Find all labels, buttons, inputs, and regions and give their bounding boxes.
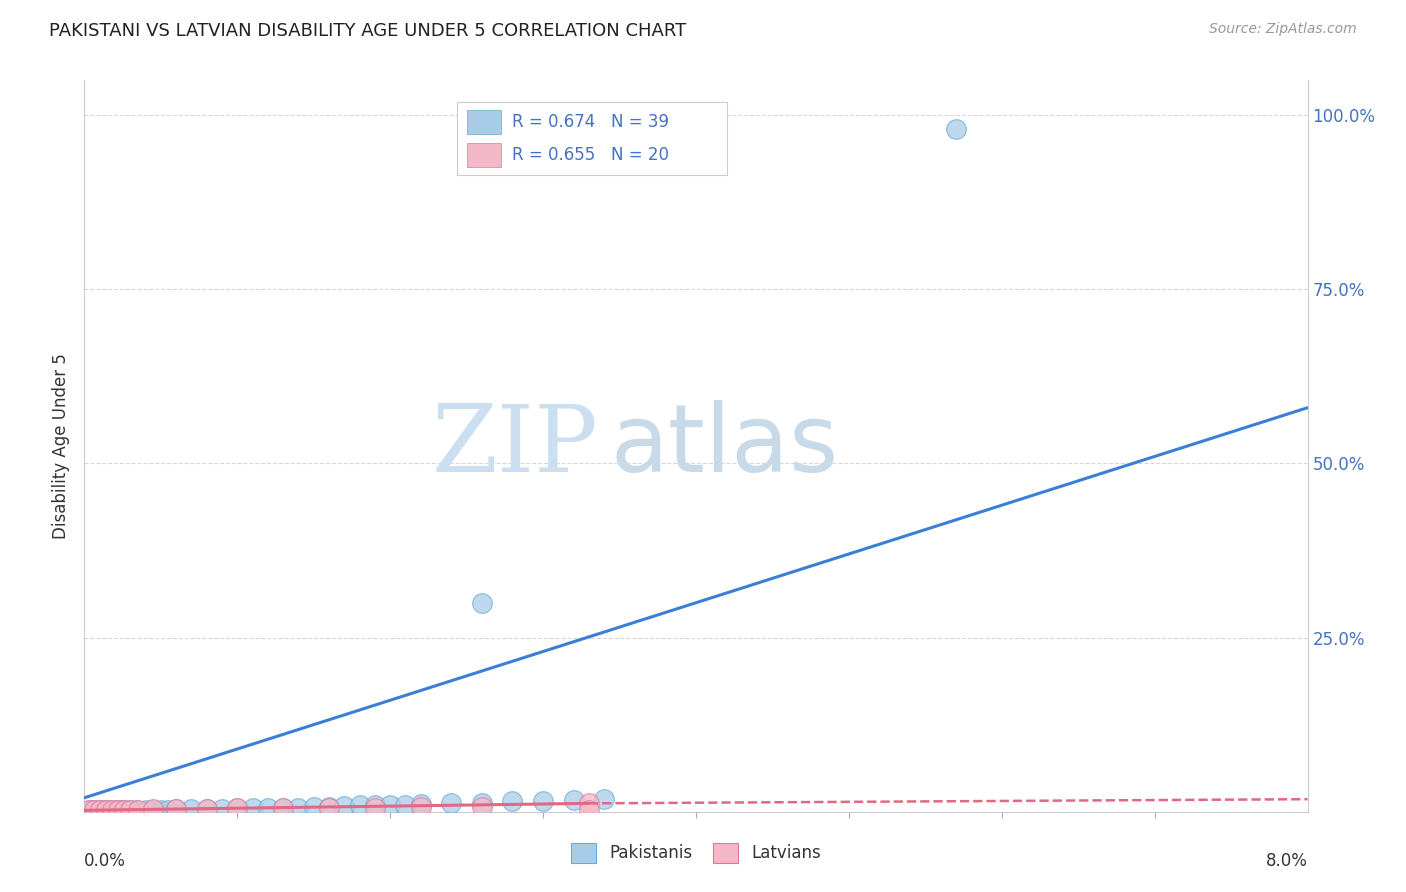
Point [257, 801, 280, 815]
Point [593, 792, 616, 806]
Point [97, 803, 120, 817]
Point [578, 797, 600, 811]
Text: Source: ZipAtlas.com: Source: ZipAtlas.com [1209, 22, 1357, 37]
Point [93, 803, 115, 817]
Text: ZIP: ZIP [432, 401, 598, 491]
Point [502, 794, 524, 808]
Point [83, 803, 105, 817]
Point [142, 802, 165, 816]
Point [394, 797, 416, 812]
Legend: Pakistanis, Latvians: Pakistanis, Latvians [565, 837, 827, 869]
Point [349, 798, 371, 813]
Point [471, 800, 494, 814]
Point [287, 800, 309, 814]
Point [211, 802, 233, 816]
Point [83, 803, 105, 817]
Point [142, 803, 165, 817]
FancyBboxPatch shape [467, 111, 502, 134]
Point [409, 800, 432, 814]
Point [318, 800, 340, 814]
Point [242, 801, 264, 815]
Point [364, 800, 387, 814]
Point [364, 798, 387, 813]
Point [440, 797, 463, 811]
Point [112, 803, 135, 817]
Point [149, 803, 172, 817]
Point [157, 803, 180, 817]
Point [380, 797, 402, 812]
Point [318, 801, 340, 815]
Point [471, 796, 494, 810]
Point [125, 803, 148, 817]
Text: R = 0.655   N = 20: R = 0.655 N = 20 [513, 146, 669, 164]
Text: R = 0.674   N = 39: R = 0.674 N = 39 [513, 113, 669, 131]
Point [135, 803, 157, 817]
Point [195, 802, 218, 816]
Point [77, 803, 100, 817]
Text: 8.0%: 8.0% [1265, 852, 1308, 870]
FancyBboxPatch shape [467, 144, 502, 167]
Point [120, 803, 142, 817]
Point [89, 803, 111, 817]
Text: 0.0%: 0.0% [84, 852, 127, 870]
Point [108, 803, 131, 817]
Point [112, 803, 135, 817]
FancyBboxPatch shape [457, 103, 727, 176]
Point [226, 801, 249, 815]
Point [226, 801, 249, 815]
Text: atlas: atlas [610, 400, 838, 492]
Point [120, 803, 142, 817]
Point [94, 803, 117, 817]
Point [271, 801, 294, 815]
Point [302, 800, 325, 814]
Point [127, 803, 149, 817]
Point [333, 799, 356, 814]
Point [165, 802, 187, 816]
Point [195, 802, 218, 816]
Point [107, 803, 129, 817]
Point [578, 803, 600, 817]
Point [562, 793, 585, 807]
Point [101, 803, 124, 817]
Y-axis label: Disability Age Under 5: Disability Age Under 5 [52, 353, 70, 539]
Point [471, 596, 494, 610]
Point [77, 803, 100, 817]
Point [531, 794, 554, 808]
Point [104, 803, 127, 817]
Text: PAKISTANI VS LATVIAN DISABILITY AGE UNDER 5 CORRELATION CHART: PAKISTANI VS LATVIAN DISABILITY AGE UNDE… [49, 22, 686, 40]
Point [165, 802, 187, 816]
Point [271, 800, 294, 814]
Point [180, 802, 202, 816]
Point [89, 803, 111, 817]
Point [945, 122, 967, 136]
Point [409, 797, 432, 811]
